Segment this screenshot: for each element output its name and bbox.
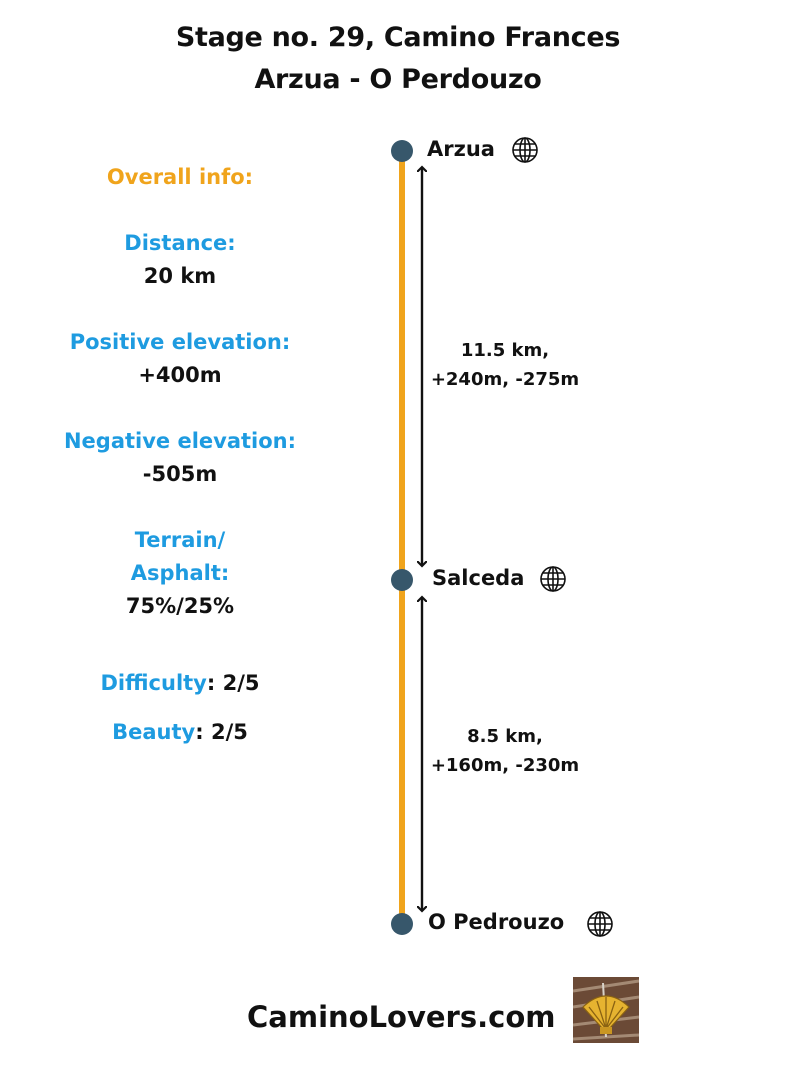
segment-2-elevation: +160m, -230m bbox=[430, 755, 580, 776]
segment-2-distance: 8.5 km, bbox=[467, 726, 543, 747]
difficulty-label: Difficulty bbox=[100, 671, 207, 695]
segment-1-distance: 11.5 km, bbox=[460, 340, 550, 361]
negative-elevation-value: -505m bbox=[142, 462, 218, 486]
segment-1-elevation: +240m, -275m bbox=[430, 369, 580, 390]
difficulty-value: : 2/5 bbox=[206, 671, 260, 695]
stop-dot-salceda bbox=[391, 569, 413, 591]
difficulty-row: Difficulty: 2/5 bbox=[40, 671, 320, 695]
overall-info-heading: Overall info: bbox=[106, 165, 254, 189]
beauty-value: : 2/5 bbox=[195, 720, 248, 744]
globe-icon[interactable] bbox=[587, 911, 613, 937]
title-line-1: Stage no. 29, Camino Frances bbox=[175, 22, 621, 53]
segment-2-label: 8.5 km, +160m, -230m bbox=[420, 722, 590, 780]
beauty-label: Beauty bbox=[112, 720, 196, 744]
distance-value: 20 km bbox=[143, 264, 217, 288]
distance-label: Distance: bbox=[124, 231, 236, 255]
positive-elevation-label: Positive elevation: bbox=[69, 330, 291, 354]
terrain-label-line-1: Terrain/ bbox=[134, 528, 226, 552]
scallop-shell-icon bbox=[573, 977, 639, 1043]
globe-icon[interactable] bbox=[512, 137, 538, 163]
negative-elevation-label: Negative elevation: bbox=[63, 429, 297, 453]
stop-dot-o-pedrouzo bbox=[391, 913, 413, 935]
globe-icon[interactable] bbox=[540, 566, 566, 592]
title-line-2: Arzua - O Perdouzo bbox=[254, 64, 542, 95]
terrain-label-line-2: Asphalt: bbox=[130, 561, 230, 585]
stop-label-arzua: Arzua bbox=[427, 137, 495, 161]
stop-label-salceda: Salceda bbox=[432, 566, 525, 590]
brand-name[interactable]: CaminoLovers.com bbox=[247, 1000, 556, 1034]
segment-1-label: 11.5 km, +240m, -275m bbox=[420, 336, 590, 394]
beauty-row: Beauty: 2/5 bbox=[40, 720, 320, 744]
stop-label-o-pedrouzo: O Pedrouzo bbox=[428, 910, 565, 934]
positive-elevation-value: +400m bbox=[138, 363, 222, 387]
terrain-value: 75%/25% bbox=[125, 594, 235, 618]
stop-dot-arzua bbox=[391, 140, 413, 162]
